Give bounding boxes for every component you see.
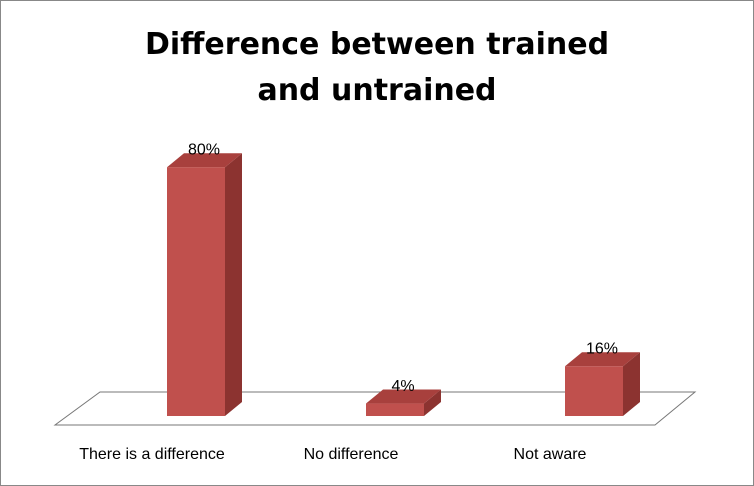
chart-title: Difference between trained and untrained — [144, 27, 610, 108]
bar-top — [565, 352, 640, 367]
bar-side — [623, 352, 640, 416]
value-label: 4% — [391, 378, 414, 395]
bar-top — [167, 153, 242, 168]
value-label: 80% — [188, 141, 220, 158]
bar — [565, 366, 623, 416]
bar — [366, 403, 424, 416]
bar-side — [424, 389, 441, 416]
bar-top — [366, 389, 441, 404]
x-tick-label: Not aware — [514, 446, 587, 463]
bar-side — [225, 153, 242, 416]
x-tick-label: There is a difference — [79, 446, 225, 463]
bar — [167, 167, 225, 416]
x-tick-label: No difference — [304, 446, 399, 463]
value-label: 16% — [586, 340, 618, 357]
